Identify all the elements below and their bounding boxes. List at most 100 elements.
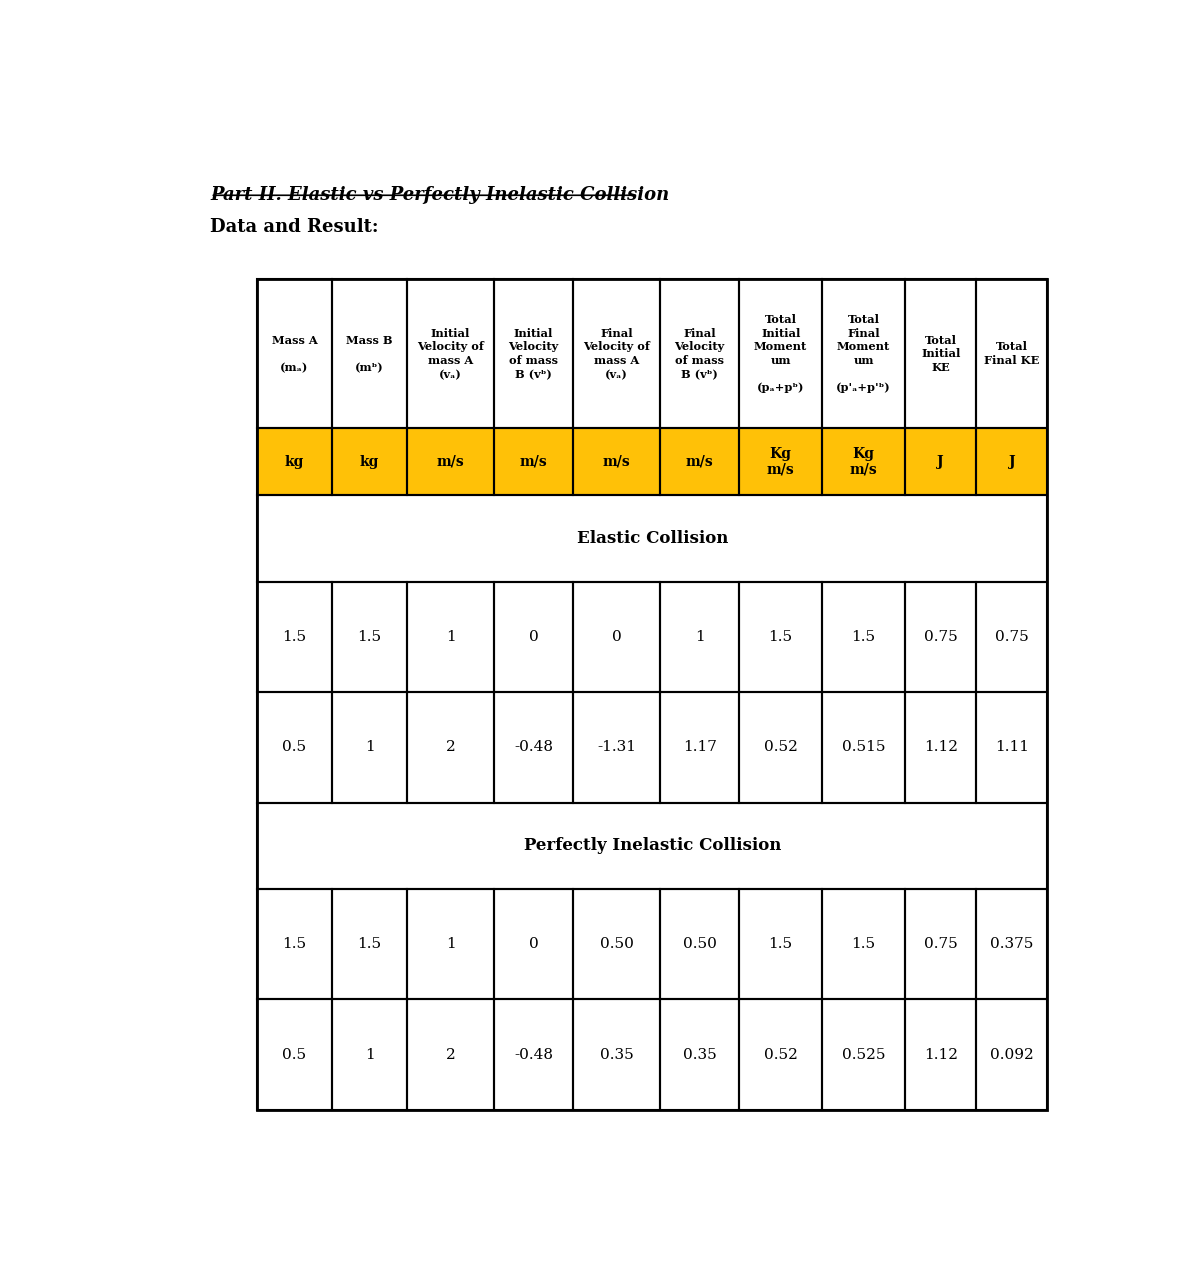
Bar	[574, 692, 660, 802]
Bar	[977, 279, 1048, 428]
Text: 1.11: 1.11	[995, 740, 1028, 754]
Bar	[494, 279, 574, 428]
Bar	[905, 890, 977, 1000]
Bar	[574, 1000, 660, 1110]
Bar	[822, 581, 905, 692]
Bar	[407, 428, 494, 495]
Bar	[739, 692, 822, 802]
Bar	[977, 279, 1048, 428]
Bar	[739, 428, 822, 495]
Bar	[257, 581, 332, 692]
Bar	[494, 890, 574, 1000]
Bar	[905, 1000, 977, 1110]
Bar	[660, 428, 739, 495]
Text: 1: 1	[365, 740, 374, 754]
Bar	[905, 279, 977, 428]
Text: J: J	[1008, 454, 1015, 468]
Text: 0.5: 0.5	[282, 1048, 306, 1062]
Text: 0.52: 0.52	[763, 740, 798, 754]
Bar	[739, 1000, 822, 1110]
Bar	[574, 692, 660, 802]
Bar	[739, 279, 822, 428]
Text: 1.5: 1.5	[358, 938, 382, 952]
Bar	[574, 890, 660, 1000]
Bar	[574, 1000, 660, 1110]
Bar	[905, 428, 977, 495]
Bar	[257, 890, 332, 1000]
Text: 0.375: 0.375	[990, 938, 1033, 952]
Bar	[905, 692, 977, 802]
Bar	[257, 428, 332, 495]
Text: 1.12: 1.12	[924, 1048, 958, 1062]
Text: Total
Initial
KE: Total Initial KE	[922, 335, 960, 373]
Bar	[822, 1000, 905, 1110]
Bar	[660, 581, 739, 692]
Text: m/s: m/s	[602, 454, 630, 468]
Bar	[739, 428, 822, 495]
Text: Kg
m/s: Kg m/s	[767, 447, 794, 477]
Bar	[660, 890, 739, 1000]
Bar	[407, 581, 494, 692]
Bar	[739, 890, 822, 1000]
Bar	[739, 1000, 822, 1110]
Bar	[822, 692, 905, 802]
Bar	[822, 890, 905, 1000]
Bar	[660, 1000, 739, 1110]
Bar	[822, 428, 905, 495]
Text: 1.5: 1.5	[852, 629, 876, 643]
Text: kg: kg	[284, 454, 304, 468]
Text: -0.48: -0.48	[514, 1048, 553, 1062]
Text: 1: 1	[695, 629, 704, 643]
Text: 2: 2	[445, 1048, 456, 1062]
Text: 1.5: 1.5	[768, 629, 793, 643]
Text: 0.35: 0.35	[683, 1048, 716, 1062]
Text: 0.50: 0.50	[683, 938, 716, 952]
Bar	[905, 279, 977, 428]
Bar	[822, 279, 905, 428]
Bar	[332, 692, 407, 802]
Bar	[332, 279, 407, 428]
Bar	[739, 581, 822, 692]
Bar	[905, 428, 977, 495]
Bar	[332, 1000, 407, 1110]
Bar	[494, 279, 574, 428]
Bar	[660, 581, 739, 692]
Bar	[332, 1000, 407, 1110]
Text: J: J	[937, 454, 944, 468]
Bar	[494, 428, 574, 495]
Bar	[822, 692, 905, 802]
Text: Total
Final
Moment
um

(p'ₐ+p'ᵇ): Total Final Moment um (p'ₐ+p'ᵇ)	[836, 313, 892, 393]
Text: 0.092: 0.092	[990, 1048, 1033, 1062]
Bar	[257, 279, 332, 428]
Text: Data and Result:: Data and Result:	[210, 218, 379, 236]
Bar	[977, 581, 1048, 692]
Bar	[822, 1000, 905, 1110]
Bar	[660, 279, 739, 428]
Bar	[739, 279, 822, 428]
Bar	[739, 581, 822, 692]
Text: Perfectly Inelastic Collision: Perfectly Inelastic Collision	[523, 838, 781, 854]
Bar	[977, 890, 1048, 1000]
Bar	[905, 581, 977, 692]
Text: 0.75: 0.75	[995, 629, 1028, 643]
Bar	[977, 428, 1048, 495]
Text: 1.17: 1.17	[683, 740, 716, 754]
Bar	[257, 802, 1048, 890]
Text: 0.35: 0.35	[600, 1048, 634, 1062]
Bar	[494, 692, 574, 802]
Text: Mass A

(mₐ): Mass A (mₐ)	[271, 335, 317, 373]
Bar	[977, 692, 1048, 802]
Text: Mass B

(mᵇ): Mass B (mᵇ)	[347, 335, 392, 373]
Bar	[257, 581, 332, 692]
Bar	[822, 890, 905, 1000]
Bar	[257, 1000, 332, 1110]
Bar	[660, 692, 739, 802]
Bar	[739, 692, 822, 802]
Text: Initial
Velocity of
mass A
(vₐ): Initial Velocity of mass A (vₐ)	[418, 327, 484, 379]
Text: 0.50: 0.50	[600, 938, 634, 952]
Bar	[257, 279, 332, 428]
Text: 1.5: 1.5	[282, 629, 306, 643]
Bar	[574, 279, 660, 428]
Text: 0.75: 0.75	[924, 629, 958, 643]
Text: 0: 0	[529, 938, 539, 952]
